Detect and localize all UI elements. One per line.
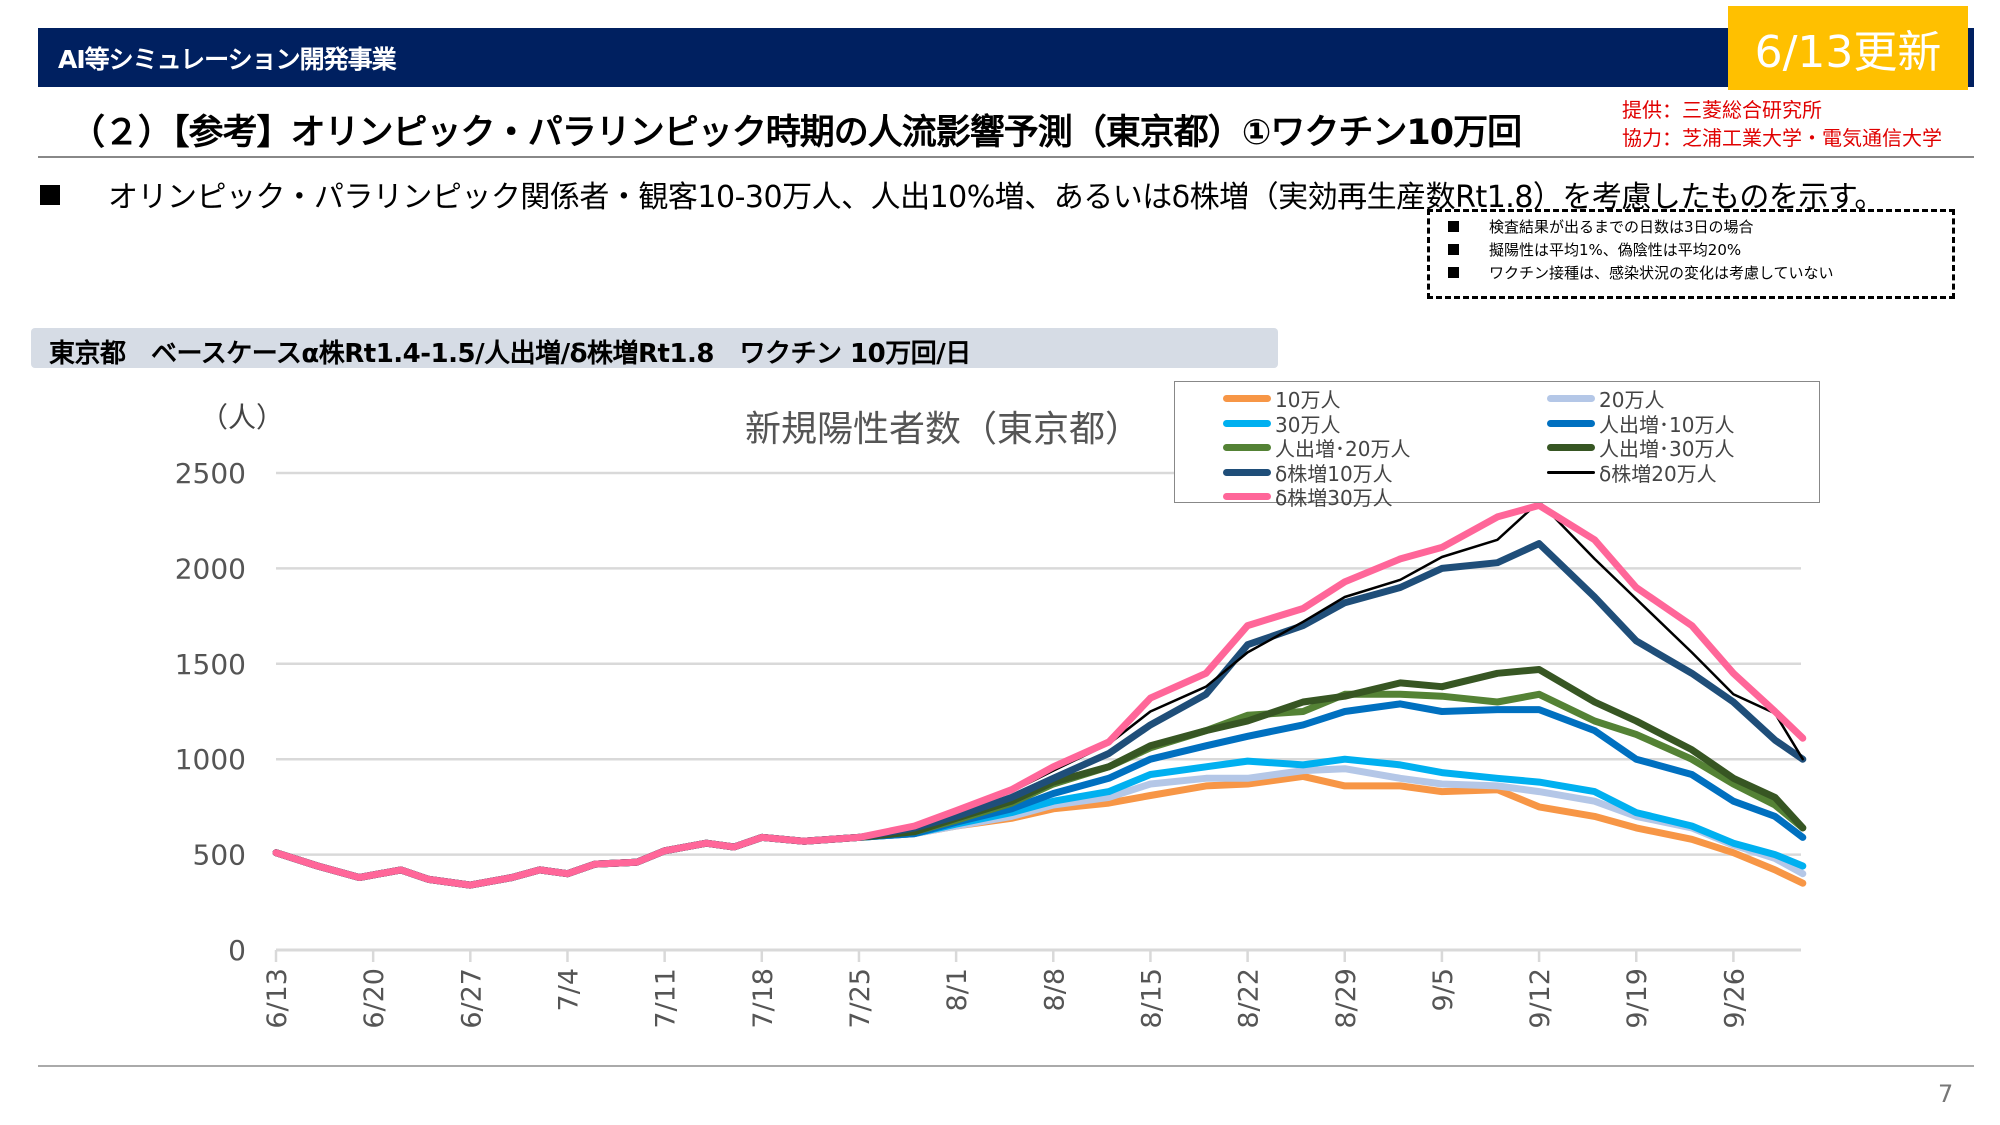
- legend-item: δ株増20万人: [1547, 458, 1717, 487]
- legend-item: 20万人: [1547, 384, 1664, 413]
- legend-label: 人出増･10万人: [1599, 412, 1735, 437]
- note-item: 擬陽性は平均1%、偽陰性は平均20%: [1448, 239, 1952, 262]
- legend-item: 人出増･10万人: [1547, 409, 1734, 438]
- x-tick-label: 8/1: [942, 968, 973, 1011]
- legend-swatch: [1223, 468, 1271, 476]
- legend-label: δ株増20万人: [1599, 461, 1717, 486]
- page-title: （２）【参考】オリンピック・パラリンピック時期の人流影響予測（東京都）①ワクチン…: [70, 113, 1522, 153]
- x-tick-label: 6/27: [456, 968, 487, 1029]
- x-tick-label: 7/11: [651, 968, 682, 1029]
- legend-swatch: [1547, 444, 1595, 451]
- legend-label: 30万人: [1275, 412, 1341, 437]
- legend-label: 20万人: [1599, 388, 1665, 412]
- credit-cooperation: 協力：芝浦工業大学・電気通信大学: [1622, 126, 1942, 150]
- legend-swatch: [1547, 395, 1595, 402]
- legend-swatch: [1223, 444, 1271, 451]
- legend-item: δ株増30万人: [1223, 482, 1393, 511]
- summary-bullet: オリンピック・パラリンピック関係者・観客10-30万人、人出10%増、あるいはδ…: [40, 172, 1884, 216]
- x-tick-label: 9/26: [1719, 968, 1750, 1029]
- bullet-square-icon: [1448, 221, 1459, 232]
- scenario-label: 東京都 ベースケースα株Rt1.4-1.5/人出増/δ株増Rt1.8 ワクチン …: [31, 328, 1278, 369]
- legend-swatch: [1223, 493, 1271, 500]
- bullet-square-icon: [1448, 244, 1459, 255]
- legend-item: 10万人: [1223, 384, 1340, 413]
- x-tick-label: 9/12: [1525, 968, 1556, 1029]
- note-item: ワクチン接種は、感染状況の変化は考慮していない: [1448, 262, 1952, 285]
- x-tick-label: 7/25: [845, 968, 876, 1029]
- note-item: 検査結果が出るまでの日数は3日の場合: [1448, 216, 1952, 239]
- y-tick-label: 2500: [175, 457, 246, 490]
- y-tick-label: 500: [193, 839, 246, 872]
- bullet-square-icon: [40, 185, 60, 205]
- chart-title: 新規陽性者数（東京都）: [745, 409, 1142, 450]
- legend-swatch: [1223, 419, 1271, 427]
- chart-legend: 10万人 20万人 30万人 人出増･10万人人出増･20万人 人出増･30万人 δ株増1…: [1174, 381, 1820, 510]
- legend-label: δ株増30万人: [1275, 486, 1393, 510]
- bullet-square-icon: [1448, 267, 1459, 278]
- x-tick-label: 8/29: [1331, 968, 1362, 1029]
- y-axis-label: （人）: [200, 401, 285, 434]
- legend-label: δ株増10万人: [1275, 461, 1393, 486]
- y-tick-label: 0: [228, 934, 246, 967]
- legend-swatch: [1547, 470, 1595, 474]
- y-tick-label: 1500: [175, 648, 246, 681]
- header-title: AI等シミュレーション開発事業: [58, 45, 397, 74]
- y-tick-label: 1000: [175, 743, 246, 776]
- credits: 提供：三菱総合研究所 協力：芝浦工業大学・電気通信大学: [1622, 96, 1942, 152]
- legend-item: 人出増･20万人: [1223, 433, 1410, 462]
- x-tick-label: 7/4: [553, 968, 584, 1011]
- series-line: [272, 501, 1807, 889]
- notes-box: 検査結果が出るまでの日数は3日の場合 擬陽性は平均1%、偽陰性は平均20% ワク…: [1427, 209, 1955, 299]
- x-tick-label: 9/19: [1622, 968, 1653, 1029]
- legend-item: 30万人: [1223, 409, 1340, 438]
- y-tick-label: 2000: [175, 552, 246, 585]
- x-tick-label: 7/18: [748, 968, 779, 1029]
- credit-provider: 提供：三菱総合研究所: [1622, 98, 1822, 122]
- x-tick-label: 8/22: [1234, 968, 1265, 1029]
- legend-label: 人出増･20万人: [1275, 437, 1411, 461]
- legend-item: δ株増10万人: [1223, 458, 1393, 487]
- update-badge: 6/13更新: [1728, 6, 1968, 90]
- x-tick-label: 9/5: [1428, 968, 1459, 1011]
- legend-swatch: [1547, 419, 1595, 427]
- x-tick-label: 8/8: [1039, 968, 1070, 1011]
- divider: [38, 156, 1974, 158]
- footer-divider: [38, 1065, 1974, 1067]
- legend-label: 人出増･30万人: [1599, 437, 1735, 461]
- legend-label: 10万人: [1275, 388, 1341, 412]
- x-tick-label: 8/15: [1136, 968, 1167, 1029]
- legend-item: 人出増･30万人: [1547, 433, 1734, 462]
- legend-swatch: [1223, 395, 1271, 402]
- header-bar: AI等シミュレーション開発事業: [38, 28, 1974, 87]
- x-tick-label: 6/13: [262, 968, 293, 1029]
- page-number: 7: [1938, 1080, 1954, 1108]
- x-tick-label: 6/20: [359, 968, 390, 1029]
